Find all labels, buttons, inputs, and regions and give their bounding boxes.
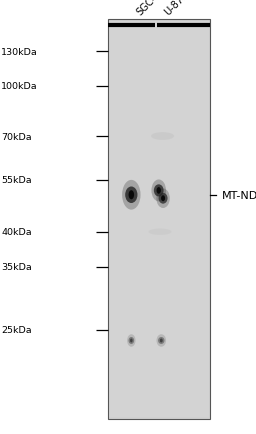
Text: 35kDa: 35kDa [1, 263, 32, 271]
Bar [109, 22, 209, 417]
Ellipse shape [148, 229, 172, 235]
Ellipse shape [122, 181, 141, 210]
Text: 40kDa: 40kDa [1, 228, 32, 237]
Ellipse shape [159, 193, 167, 204]
Ellipse shape [158, 337, 164, 344]
Ellipse shape [151, 180, 166, 202]
Text: 25kDa: 25kDa [1, 326, 32, 334]
Ellipse shape [129, 191, 134, 200]
Ellipse shape [160, 339, 163, 342]
Ellipse shape [151, 133, 174, 141]
Text: 55kDa: 55kDa [1, 176, 32, 184]
Bar [108, 20, 210, 419]
Ellipse shape [154, 185, 164, 197]
Text: SGC-7901: SGC-7901 [134, 0, 176, 17]
Ellipse shape [156, 335, 166, 347]
Ellipse shape [129, 337, 134, 344]
Text: U-87MG: U-87MG [163, 0, 197, 17]
Ellipse shape [161, 196, 165, 202]
Ellipse shape [130, 339, 133, 342]
Ellipse shape [127, 335, 136, 347]
Text: 100kDa: 100kDa [1, 82, 38, 91]
Ellipse shape [156, 187, 161, 194]
Ellipse shape [156, 189, 170, 208]
Text: 130kDa: 130kDa [1, 48, 38, 56]
Text: MT-ND4: MT-ND4 [221, 191, 256, 200]
Ellipse shape [125, 187, 137, 204]
Text: 70kDa: 70kDa [1, 132, 32, 141]
